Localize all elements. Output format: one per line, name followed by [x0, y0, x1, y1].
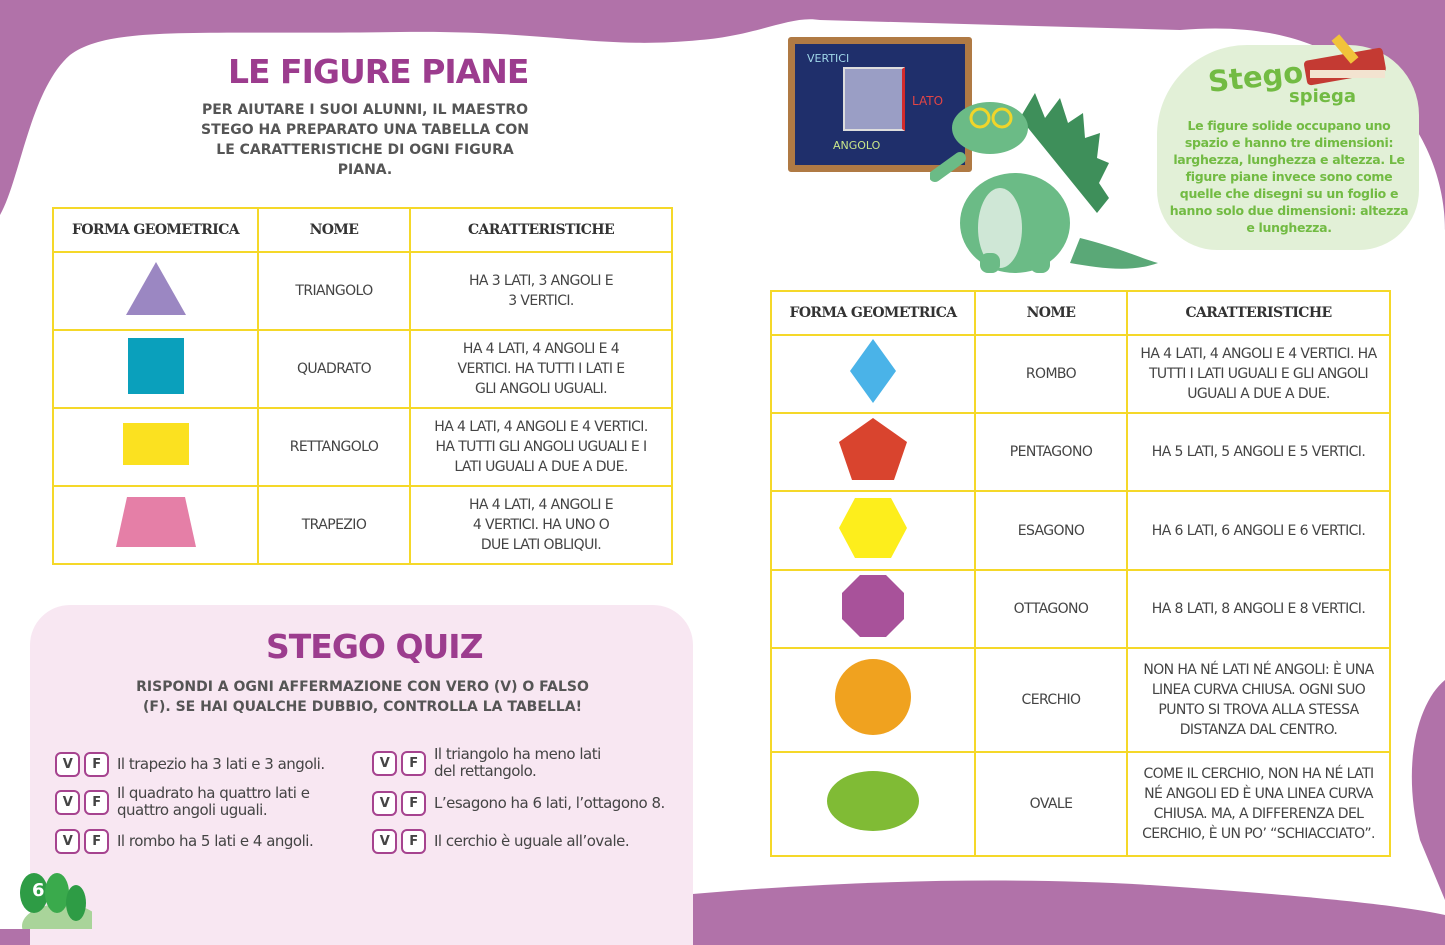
true-checkbox[interactable]: V: [372, 750, 397, 776]
false-checkbox[interactable]: F: [84, 789, 109, 815]
header-shape: FORMA GEOMETRICA: [52, 207, 259, 253]
shape-desc: HA 3 LATI, 3 ANGOLI E 3 VERTICI.: [409, 251, 673, 331]
blackboard-illustration: VERTICI LATO ANGOLO: [788, 37, 972, 172]
rhombus-shape: [770, 334, 976, 414]
shape-desc: HA 6 LATI, 6 ANGOLI E 6 VERTICI.: [1126, 490, 1391, 571]
stego-spiega-subtitle: spiega: [1289, 86, 1357, 107]
octagon-shape: [770, 569, 976, 649]
page-title: LE FIGURE PIANE: [228, 52, 529, 91]
circle-shape: [770, 647, 976, 753]
shape-desc: COME IL CERCHIO, NON HA NÉ LATI NÉ ANGOL…: [1126, 751, 1391, 857]
true-checkbox[interactable]: V: [372, 829, 397, 854]
false-checkbox[interactable]: F: [401, 829, 426, 854]
quiz-item: V F Il cerchio è uguale all’ovale.: [372, 829, 672, 854]
quiz-item: V F L’esagono ha 6 lati, l’ottagono 8.: [372, 791, 682, 816]
rectangle-shape: [52, 407, 259, 487]
stego-spiega-box: [1157, 45, 1419, 250]
header-features: CARATTERISTICHE: [409, 207, 673, 253]
false-checkbox[interactable]: F: [401, 750, 426, 776]
shape-desc: HA 5 LATI, 5 ANGOLI E 5 VERTICI.: [1126, 412, 1391, 492]
shape-name: OVALE: [974, 751, 1128, 857]
quiz-item: V F Il triangolo ha meno lati del rettango…: [372, 746, 632, 780]
angolo-label: ANGOLO: [833, 139, 881, 152]
intro-text: PER AIUTARE I SUOI ALUNNI, IL MAESTRO ST…: [201, 102, 529, 178]
oval-shape: [770, 751, 976, 857]
quiz-statement: Il quadrato ha quattro lati e quattro an…: [117, 784, 310, 819]
quiz-instructions: RISPONDI A OGNI AFFERMAZIONE CON VERO (V…: [136, 679, 589, 715]
quiz-item: V F Il quadrato ha quattro lati e quattro …: [55, 785, 335, 819]
shape-name: ROMBO: [974, 334, 1128, 414]
vertici-label: VERTICI: [807, 52, 850, 65]
stego-spiega-text: Le figure solide occupano uno spazio e h…: [1169, 118, 1409, 235]
shape-name: TRIANGOLO: [257, 251, 411, 331]
true-checkbox[interactable]: V: [55, 789, 80, 815]
right-shapes-table: FORMA GEOMETRICA NOME CARATTERISTICHE ROMB…: [770, 290, 1391, 857]
triangle-shape: [52, 251, 259, 331]
header-shape: FORMA GEOMETRICA: [770, 290, 976, 336]
header-name: NOME: [257, 207, 411, 253]
true-checkbox[interactable]: V: [55, 752, 80, 777]
false-checkbox[interactable]: F: [84, 752, 109, 777]
pentagon-shape: [770, 412, 976, 492]
shape-desc: HA 8 LATI, 8 ANGOLI E 8 VERTICI.: [1126, 569, 1391, 649]
false-checkbox[interactable]: F: [84, 829, 109, 854]
quiz-statement: Il cerchio è uguale all’ovale.: [434, 832, 630, 850]
true-checkbox[interactable]: V: [372, 791, 397, 816]
quiz-statement: Il rombo ha 5 lati e 4 angoli.: [117, 832, 314, 850]
shape-desc: HA 4 LATI, 4 ANGOLI E 4 VERTICI. HA TUTT…: [409, 407, 673, 487]
true-checkbox[interactable]: V: [55, 829, 80, 854]
stego-dinosaur-illustration: [930, 93, 1158, 273]
quiz-statement: Il triangolo ha meno lati del rettangolo…: [434, 745, 601, 780]
shape-name: RETTANGOLO: [257, 407, 411, 487]
shape-name: CERCHIO: [974, 647, 1128, 753]
trapezoid-shape: [52, 485, 259, 565]
header-name: NOME: [974, 290, 1128, 336]
shape-name: OTTAGONO: [974, 569, 1128, 649]
leaf-decoration-icon: [20, 873, 92, 929]
quiz-statement: L’esagono ha 6 lati, l’ottagono 8.: [434, 794, 665, 812]
shape-desc: HA 4 LATI, 4 ANGOLI E 4 VERTICI. HA TUTT…: [409, 329, 673, 409]
quiz-title: STEGO QUIZ: [266, 627, 484, 666]
left-shapes-table: FORMA GEOMETRICA NOME CARATTERISTICHE TRIA…: [52, 207, 673, 565]
header-features: CARATTERISTICHE: [1126, 290, 1391, 336]
page-number-right: 7: [1400, 882, 1413, 903]
shape-name: ESAGONO: [974, 490, 1128, 571]
quiz-item: V F Il trapezio ha 3 lati e 3 angoli.: [55, 752, 355, 777]
hexagon-shape: [770, 490, 976, 571]
book-pencil-icon: [1303, 34, 1386, 86]
shape-name: QUADRATO: [257, 329, 411, 409]
quiz-item: V F Il rombo ha 5 lati e 4 angoli.: [55, 829, 355, 854]
square-shape: [52, 329, 259, 409]
page-number-left: 6: [32, 880, 45, 901]
shape-name: TRAPEZIO: [257, 485, 411, 565]
shape-desc: HA 4 LATI, 4 ANGOLI E 4 VERTICI. HA UNO …: [409, 485, 673, 565]
shape-name: PENTAGONO: [974, 412, 1128, 492]
shape-desc: HA 4 LATI, 4 ANGOLI E 4 VERTICI. HA TUTT…: [1126, 334, 1391, 414]
quiz-panel: [30, 605, 693, 945]
shape-desc: NON HA NÉ LATI NÉ ANGOLI: È UNA LINEA CU…: [1126, 647, 1391, 753]
lato-label: LATO: [912, 94, 944, 108]
false-checkbox[interactable]: F: [401, 791, 426, 816]
quiz-statement: Il trapezio ha 3 lati e 3 angoli.: [117, 755, 325, 773]
